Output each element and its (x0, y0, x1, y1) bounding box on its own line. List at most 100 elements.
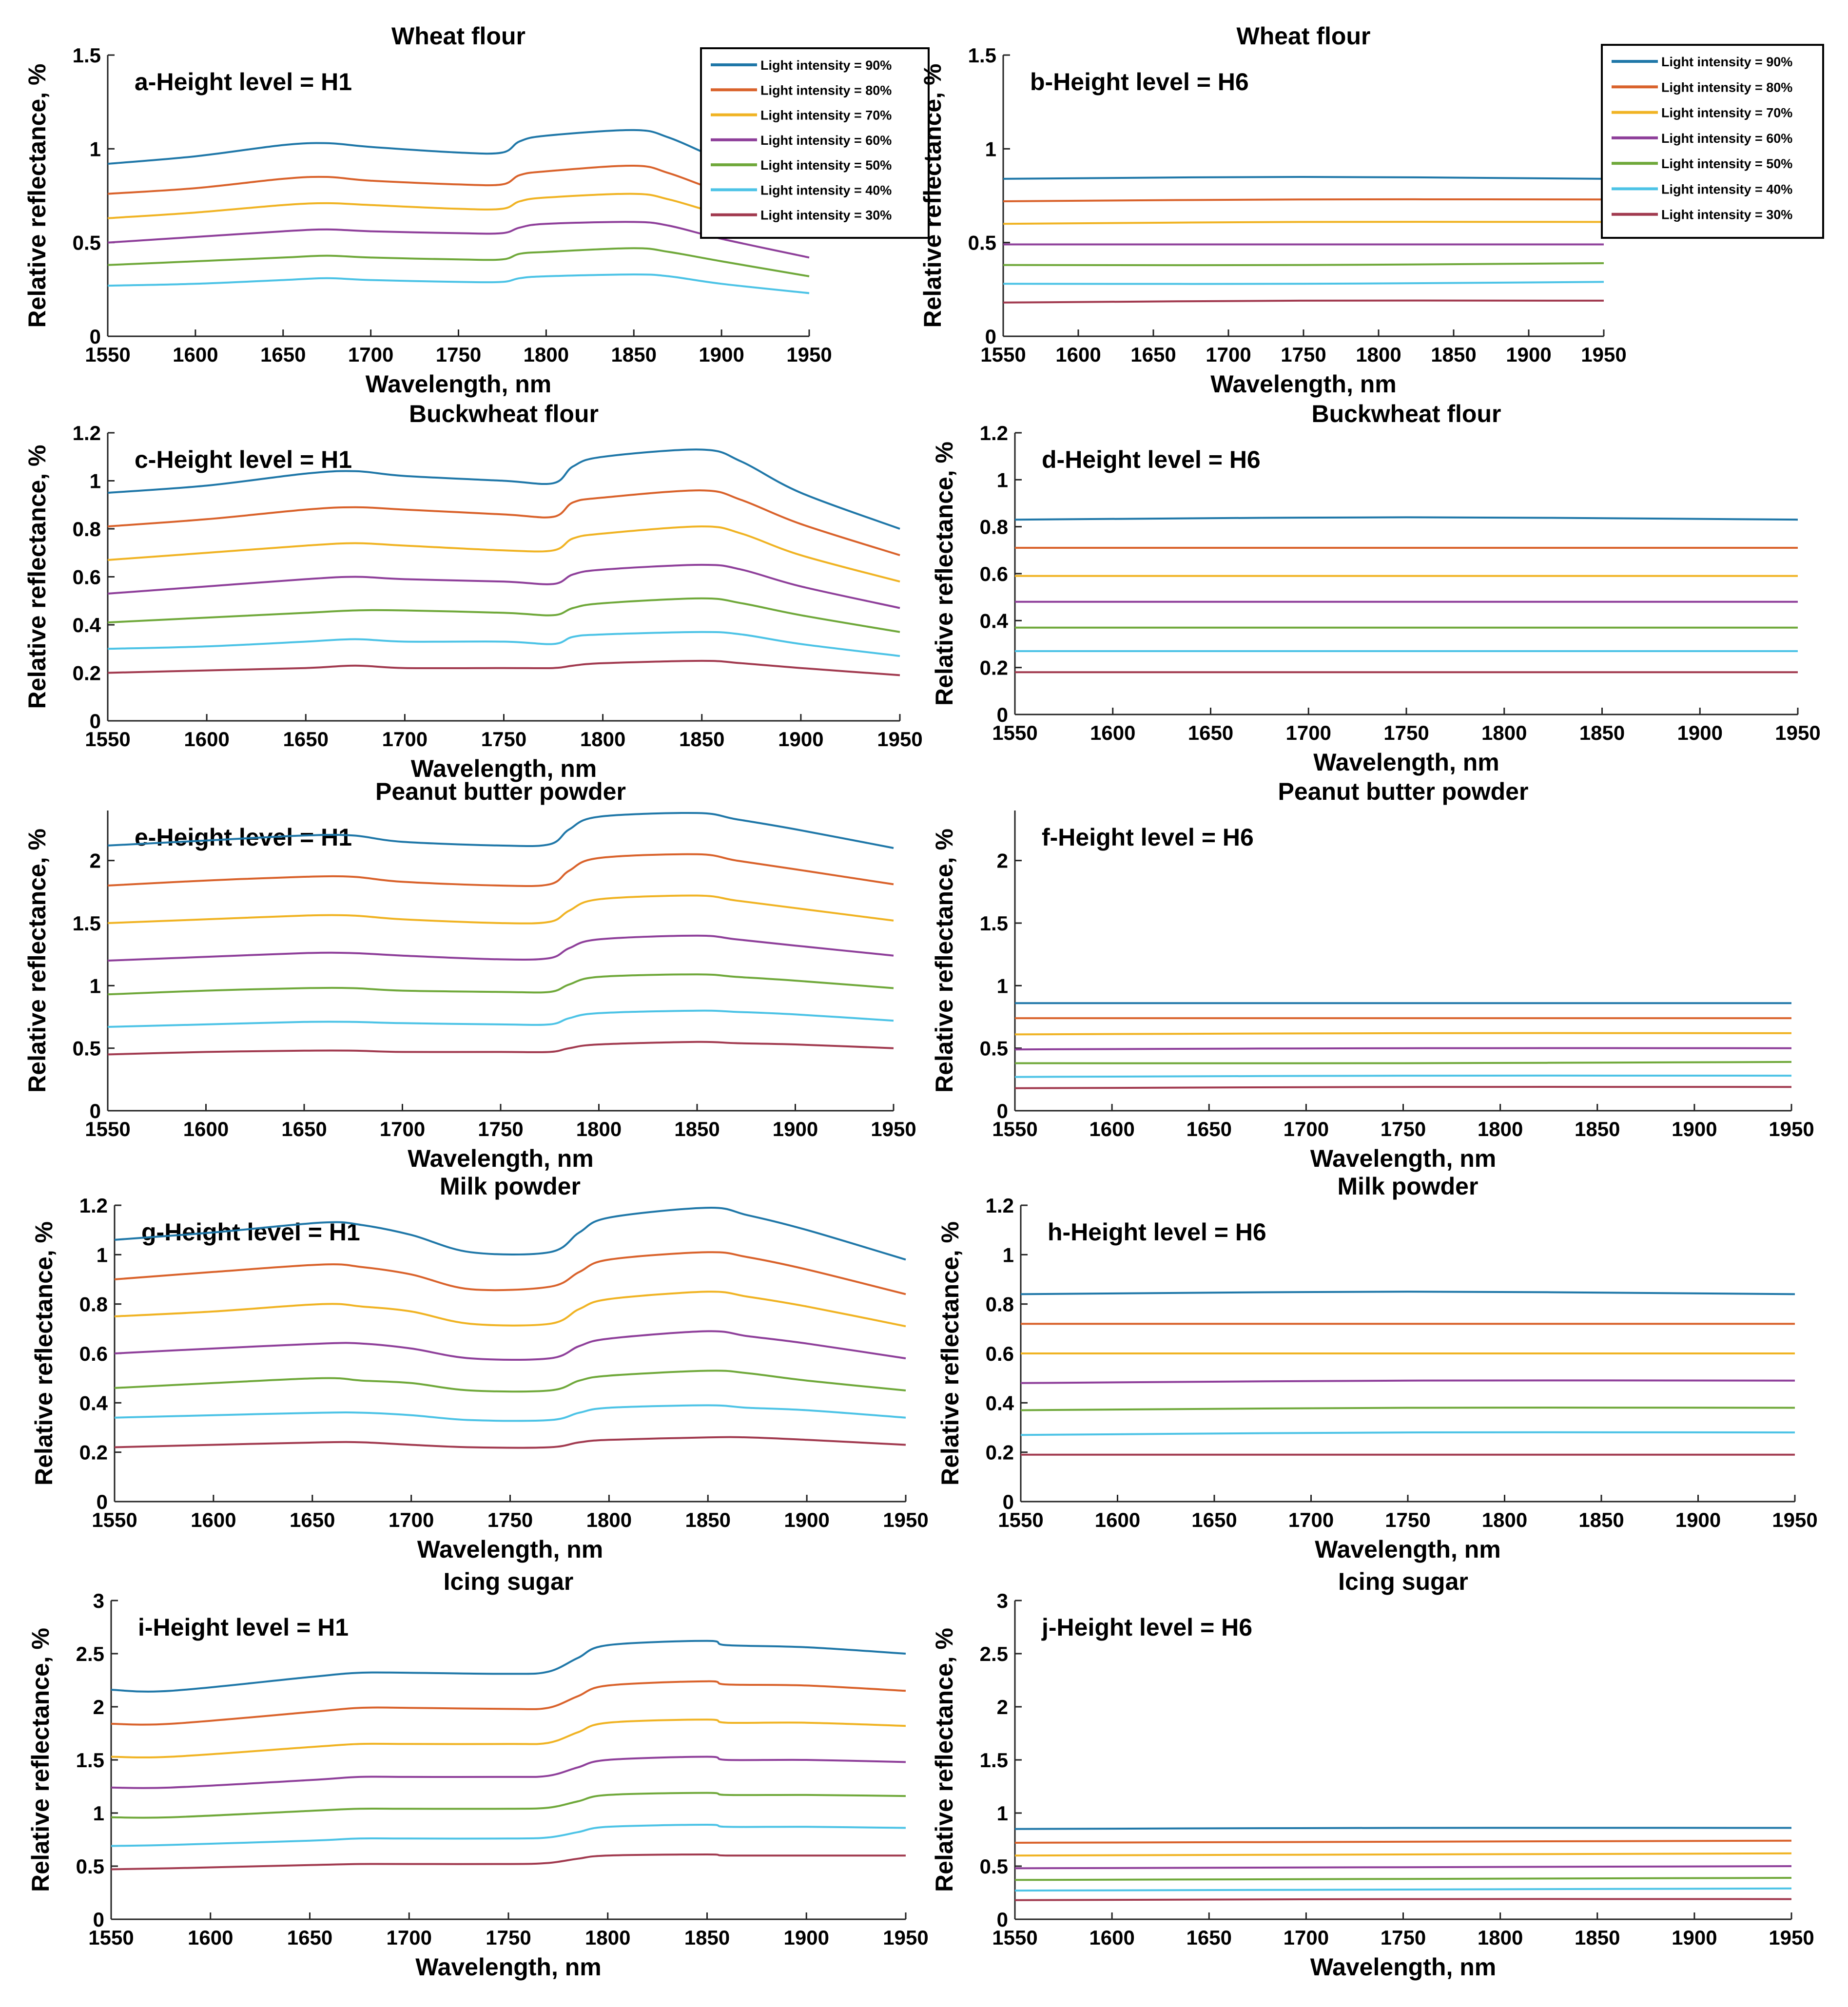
x-tick-label: 1800 (524, 343, 569, 366)
panel-title: Buckwheat flour (409, 400, 599, 427)
x-tick-label: 1650 (1187, 1926, 1232, 1949)
series-line-3 (107, 894, 894, 925)
x-tick-label: 1550 (85, 1118, 130, 1140)
y-tick-label: 3 (93, 1589, 104, 1612)
x-tick-label: 1850 (679, 728, 724, 751)
x-tick-label: 1900 (1672, 1118, 1717, 1140)
x-tick-label: 1800 (586, 1508, 632, 1531)
x-tick-label: 1700 (1286, 721, 1331, 744)
y-tick-label: 0 (1003, 1490, 1014, 1513)
x-tick-label: 1550 (88, 1926, 134, 1949)
panel-b: 1550 1600 1650 1700 1750 1800 1850 1900 1950 0 0.5… (919, 22, 1824, 398)
y-tick-label: 0.6 (986, 1342, 1014, 1365)
series-line-5 (1003, 262, 1604, 267)
x-tick-label: 1950 (1769, 1926, 1814, 1949)
y-tick-label: 0.2 (73, 662, 101, 685)
x-tick-label: 1800 (1482, 1508, 1527, 1531)
series-line-2 (114, 1251, 906, 1295)
series-line-7 (107, 659, 900, 676)
x-tick-label: 1800 (1356, 343, 1401, 366)
x-tick-label: 1600 (1090, 721, 1135, 744)
y-tick-label: 0.6 (79, 1342, 108, 1365)
series-line-7 (1014, 1898, 1792, 1901)
series-line-5 (1020, 1407, 1795, 1411)
x-tick-label: 1750 (1385, 1508, 1430, 1531)
height-level-annotation: h-Height level = H6 (1048, 1218, 1266, 1246)
y-axis-label: Relative reflectance, % (931, 829, 958, 1093)
x-tick-label: 1850 (1575, 1118, 1620, 1140)
series-line-3 (111, 1718, 906, 1758)
series-line-1 (1020, 1291, 1795, 1295)
x-tick-label: 1750 (1381, 1926, 1426, 1949)
panel-title: Icing sugar (444, 1568, 574, 1595)
x-tick-label: 1650 (1130, 343, 1176, 366)
series-line-3 (1014, 1032, 1792, 1036)
x-tick-label: 1650 (283, 728, 329, 751)
y-tick-label: 0 (90, 710, 101, 733)
series-line-7 (114, 1436, 906, 1449)
x-tick-label: 1900 (773, 1118, 818, 1140)
height-level-annotation: j-Height level = H6 (1041, 1614, 1252, 1641)
legend-box (1601, 44, 1824, 239)
x-tick-label: 1950 (877, 728, 922, 751)
series-line-5 (1014, 1061, 1792, 1064)
series-line-4 (1014, 1865, 1792, 1870)
legend-entry: Light intensity = 70% (1661, 106, 1792, 120)
series-line-6 (107, 1009, 894, 1028)
y-tick-label: 2.5 (76, 1642, 104, 1665)
x-tick-label: 1600 (1089, 1118, 1134, 1140)
x-tick-label: 1750 (1383, 721, 1429, 744)
y-tick-label: 1 (90, 470, 101, 493)
series-line-7 (107, 1041, 894, 1056)
x-tick-label: 1800 (1478, 1118, 1523, 1140)
x-tick-label: 1900 (1506, 343, 1551, 366)
y-tick-label: 1 (997, 974, 1008, 997)
x-tick-label: 1650 (1187, 1118, 1232, 1140)
y-tick-label: 0.5 (980, 1855, 1008, 1878)
legend-entry: Light intensity = 40% (1661, 182, 1792, 196)
x-tick-label: 1700 (1206, 343, 1251, 366)
series-line-5 (107, 247, 810, 277)
y-tick-label: 1 (97, 1243, 108, 1266)
y-tick-label: 1 (90, 137, 101, 160)
legend-entry: Light intensity = 50% (1661, 156, 1792, 171)
x-axis-label: Wavelength, nm (1315, 1536, 1501, 1563)
series-line-1 (107, 448, 900, 530)
series-line-6 (1020, 1431, 1795, 1436)
legend-entry: Light intensity = 80% (760, 83, 892, 97)
x-tick-label: 1850 (1431, 343, 1476, 366)
height-level-annotation: c-Height level = H1 (135, 446, 352, 473)
y-tick-label: 0 (97, 1490, 108, 1513)
panel-title: Milk powder (440, 1173, 581, 1200)
legend-entry: Light intensity = 70% (760, 108, 892, 123)
x-tick-label: 1700 (1284, 1118, 1329, 1140)
panel-title: Peanut butter powder (375, 778, 626, 805)
y-tick-label: 0 (90, 1100, 101, 1122)
panel-d: 1550 1600 1650 1700 1750 1800 1850 1900 1950 0 0.2… (931, 400, 1821, 776)
panel-title: Wheat flour (1237, 22, 1371, 50)
panel-g: 1550 1600 1650 1700 1750 1800 1850 1900 1950 0 0.2… (30, 1173, 929, 1563)
x-tick-label: 1600 (191, 1508, 236, 1531)
series-line-6 (114, 1404, 906, 1422)
x-tick-label: 1700 (389, 1508, 434, 1531)
series-line-7 (1014, 1086, 1792, 1089)
y-tick-label: 2 (997, 849, 1008, 872)
x-axis-label: Wavelength, nm (411, 755, 597, 782)
x-tick-label: 1550 (92, 1508, 137, 1531)
x-axis-label: Wavelength, nm (366, 370, 552, 398)
panel-j: 1550 1600 1650 1700 1750 1800 1850 1900 1950 0 0.5… (931, 1568, 1814, 1981)
y-tick-label: 2 (90, 849, 101, 872)
legend-entry: Light intensity = 30% (1661, 208, 1792, 222)
y-tick-label: 0.5 (76, 1855, 104, 1878)
y-tick-label: 2.5 (980, 1642, 1008, 1665)
series-line-1 (107, 811, 894, 849)
y-tick-label: 0.5 (73, 1037, 101, 1060)
series-line-7 (1003, 299, 1604, 304)
series-line-4 (107, 221, 810, 259)
x-tick-label: 1750 (486, 1926, 531, 1949)
series-line-6 (1014, 1887, 1792, 1892)
series-line-2 (1014, 1839, 1792, 1844)
series-line-6 (107, 631, 900, 657)
panel-title: Wheat flour (391, 22, 525, 50)
